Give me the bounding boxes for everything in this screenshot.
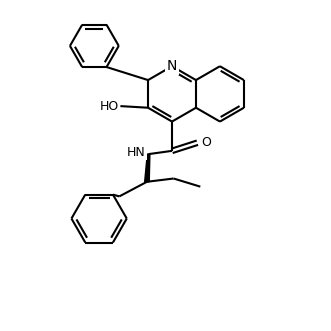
Text: HO: HO bbox=[100, 100, 119, 113]
Polygon shape bbox=[145, 154, 150, 182]
Text: HN: HN bbox=[127, 146, 146, 159]
Text: O: O bbox=[201, 136, 211, 149]
Text: N: N bbox=[167, 59, 177, 73]
